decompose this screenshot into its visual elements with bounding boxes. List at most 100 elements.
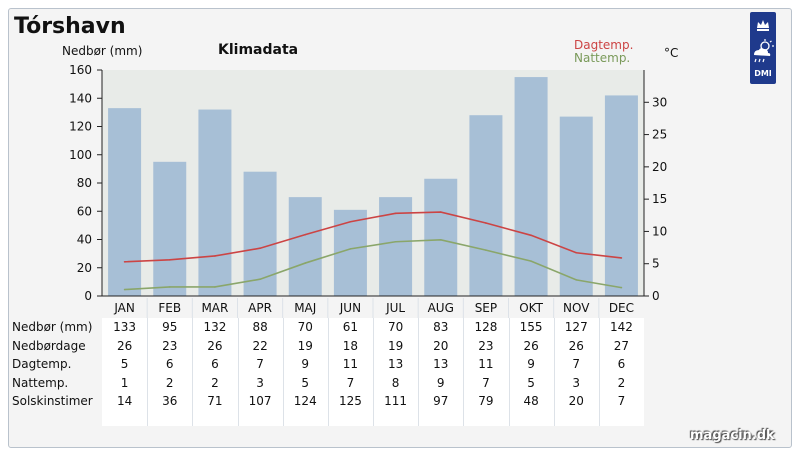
line-night-temp-point-okt <box>530 260 532 262</box>
table-row-label: Nedbør (mm) <box>12 320 93 334</box>
line-night-temp <box>124 239 622 291</box>
dmi-logo: DMI <box>750 12 776 84</box>
table-cell: 14 <box>116 394 133 409</box>
table-cell: 111 <box>384 394 408 409</box>
line-day-temp-point-nov <box>575 251 578 254</box>
legend-day-temp: Dagtemp. <box>574 38 634 52</box>
rain-icon <box>754 58 757 63</box>
table-cell: 2 <box>165 375 174 390</box>
table-cell: 70 <box>297 320 313 334</box>
table-cell: 2 <box>617 375 626 390</box>
table-cell: 83 <box>433 320 449 334</box>
table-cell: 3 <box>572 375 581 390</box>
left-tick-label: 140 <box>69 91 92 105</box>
table-cell: 9 <box>301 357 310 372</box>
bar-precip-dec <box>604 95 638 296</box>
x-tick-label-jul: JUL <box>385 301 405 315</box>
line-day-temp-point-maj <box>304 233 307 236</box>
table-row-label: Nattemp. <box>12 375 69 390</box>
x-tick-label-jan: JAN <box>113 301 135 315</box>
table-cell: 5 <box>120 357 129 372</box>
table-row-label: Dagtemp. <box>12 357 72 372</box>
x-tick-label-sep: SEP <box>475 301 497 315</box>
table-cell: 27 <box>613 338 630 353</box>
table-column-divider <box>192 318 194 426</box>
table-cell: 70 <box>387 320 404 334</box>
right-tick-label: 0 <box>652 289 660 303</box>
table-column-divider <box>598 318 600 426</box>
right-tick-label: 15 <box>652 192 667 206</box>
dmi-logo-graphic: DMI <box>754 20 774 78</box>
x-tick-label-apr: APR <box>248 301 272 315</box>
bar-precip-mar <box>198 109 232 296</box>
table-cell: 11 <box>342 357 359 372</box>
bar-precip-aug <box>424 178 458 296</box>
table-cell: 3 <box>256 375 264 390</box>
left-axis-label: Nedbør (mm) <box>62 44 143 58</box>
table-cell: 9 <box>436 375 445 390</box>
temperature-lines <box>123 211 623 291</box>
line-night-temp-point-jun <box>349 248 352 250</box>
bar-precip-jan <box>108 108 142 296</box>
table-cell: 9 <box>527 357 535 372</box>
bar-precip-feb <box>153 161 187 296</box>
line-day-temp-point-sep <box>485 222 487 224</box>
table-column-divider <box>373 318 374 426</box>
line-day-temp-point-dec <box>620 257 623 259</box>
axes: 0 20 40 60 80 100 120 140 160 0 5 10 15 20 25 30 JAN FEB M… <box>69 63 667 318</box>
bar-precip-maj <box>288 197 322 296</box>
left-tick-label: 40 <box>77 233 92 247</box>
table-cell: 2 <box>211 375 219 390</box>
table-column-divider <box>147 318 149 426</box>
line-night-temp-point-mar <box>214 286 216 288</box>
table-cell: 26 <box>523 338 539 353</box>
table-cell: 11 <box>478 357 494 372</box>
table-cell: 36 <box>162 394 178 409</box>
table-cell: 5 <box>527 375 535 390</box>
line-night-temp-point-apr <box>259 278 261 281</box>
left-tick-label: 60 <box>77 204 92 218</box>
table-cell: 7 <box>256 357 264 372</box>
left-tick-label: 120 <box>69 120 92 134</box>
table-cell: 7 <box>572 357 581 372</box>
line-night-temp-point-nov <box>575 279 578 281</box>
left-tick-label: 160 <box>69 63 92 77</box>
line-day-temp <box>124 211 622 263</box>
table-cell: 6 <box>165 357 174 372</box>
crown-icon <box>757 20 769 28</box>
logo-text: DMI <box>754 69 772 78</box>
table-cell: 97 <box>433 394 449 409</box>
bar-precip-jul <box>379 197 413 296</box>
x-tick-label-nov: NOV <box>563 301 590 315</box>
table-column-divider <box>237 318 239 426</box>
table-cell: 1 <box>120 375 129 390</box>
chart-subtitle: Klimadata <box>218 42 299 58</box>
table-cell: 88 <box>252 320 268 334</box>
table-cell: 107 <box>248 394 272 409</box>
line-night-temp-point-aug <box>439 239 442 241</box>
table-column-divider <box>553 318 555 426</box>
bar-precip-nov <box>559 116 593 296</box>
x-tick-label-maj: MAJ <box>294 301 316 315</box>
table-cell: 71 <box>207 394 223 409</box>
right-tick-label: 30 <box>652 95 667 109</box>
right-tick-label: 25 <box>652 128 667 142</box>
table-cell: 124 <box>293 394 317 409</box>
table-cell: 23 <box>478 338 494 353</box>
table-cell: 13 <box>433 357 449 372</box>
table-cell: 132 <box>203 320 227 334</box>
right-tick-label: 5 <box>652 257 660 271</box>
table-cell: 48 <box>523 394 539 409</box>
table-cell: 18 <box>342 338 359 353</box>
table-cell: 6 <box>617 357 626 372</box>
line-day-temp-point-jun <box>349 220 352 223</box>
table-cell: 13 <box>387 357 404 372</box>
x-tick-label-dec: DEC <box>609 301 634 315</box>
right-tick-label: 20 <box>652 160 667 174</box>
table-row-label: Solskinstimer <box>12 394 93 409</box>
table-cell: 155 <box>519 320 543 334</box>
bar-precip-apr <box>243 171 277 296</box>
table-cell: 19 <box>297 338 313 353</box>
table-cell: 7 <box>617 394 626 409</box>
table-cell: 125 <box>338 394 362 409</box>
